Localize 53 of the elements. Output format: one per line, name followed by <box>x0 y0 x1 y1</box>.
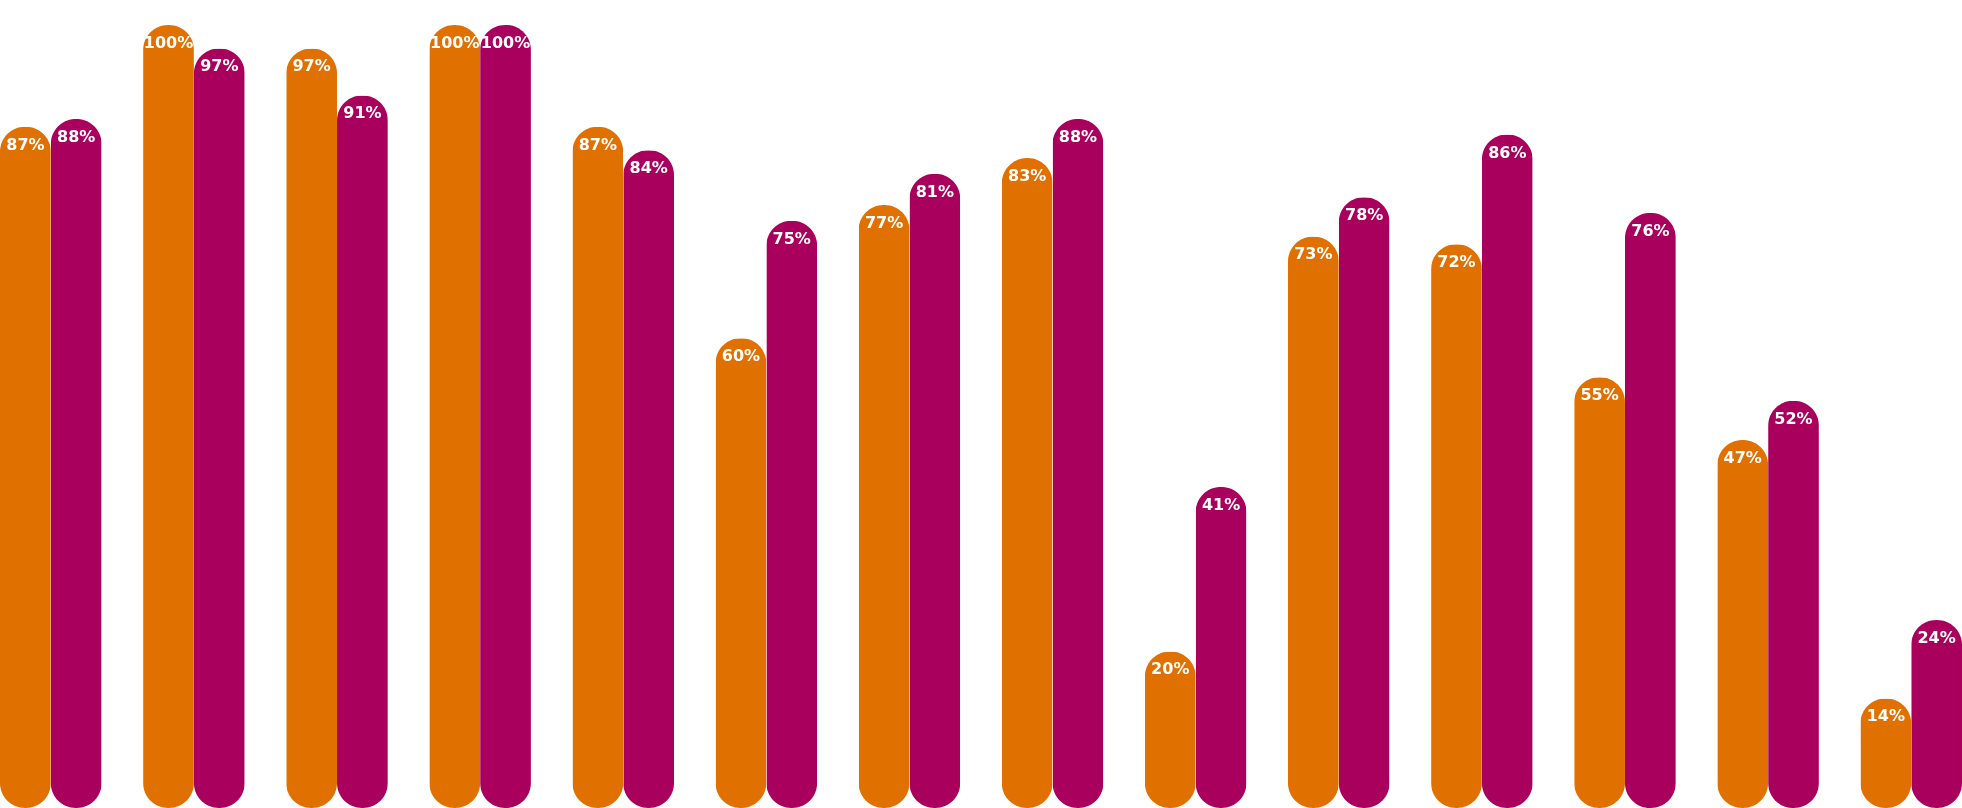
data-label: 41% <box>1201 494 1241 514</box>
bar <box>1195 486 1247 808</box>
data-label: 75% <box>772 228 811 248</box>
data-label: 14% <box>1866 706 1905 726</box>
bar <box>0 126 51 808</box>
data-label: 87% <box>578 134 617 154</box>
data-label: 24% <box>1917 628 1956 648</box>
bar <box>337 95 388 808</box>
bar <box>1431 244 1482 808</box>
data-label: 47% <box>1723 447 1762 467</box>
data-label: 81% <box>915 181 954 201</box>
data-label: 87% <box>6 134 45 154</box>
bar <box>715 338 767 808</box>
data-label: 78% <box>1345 205 1384 225</box>
bar <box>193 48 245 808</box>
data-label: 73% <box>1294 244 1333 264</box>
data-label: 72% <box>1437 252 1476 272</box>
data-label: 100% <box>430 33 480 52</box>
bar <box>1717 439 1769 808</box>
bar <box>623 150 675 808</box>
bar <box>572 126 624 808</box>
data-label: 77% <box>864 213 904 233</box>
data-label: 86% <box>1488 142 1527 162</box>
bar <box>286 48 338 808</box>
data-label: 100% <box>143 33 194 52</box>
data-label: 55% <box>1580 385 1619 405</box>
data-label: 20% <box>1151 659 1190 679</box>
data-label: 84% <box>629 158 668 178</box>
bar <box>1574 377 1625 808</box>
data-label: 97% <box>292 56 331 76</box>
bar <box>1287 236 1339 808</box>
data-label: 100% <box>480 33 531 52</box>
bar <box>429 25 481 808</box>
bar <box>858 205 910 808</box>
bar <box>1052 118 1104 808</box>
data-label: 83% <box>1008 166 1047 186</box>
bar <box>909 173 961 808</box>
data-label: 88% <box>57 126 96 146</box>
data-label: 97% <box>200 56 239 76</box>
data-label: 52% <box>1774 408 1813 428</box>
bar <box>1338 197 1390 808</box>
bar <box>1001 158 1053 808</box>
bar <box>50 118 102 808</box>
bar <box>480 25 531 808</box>
bar <box>1768 400 1819 808</box>
data-label: 76% <box>1631 220 1670 240</box>
data-label: 91% <box>343 103 382 123</box>
bar <box>1481 134 1533 808</box>
bar <box>143 25 194 808</box>
bar <box>766 220 818 808</box>
data-label: 60% <box>721 346 761 366</box>
data-label: 88% <box>1058 126 1098 146</box>
bar <box>1624 212 1676 808</box>
